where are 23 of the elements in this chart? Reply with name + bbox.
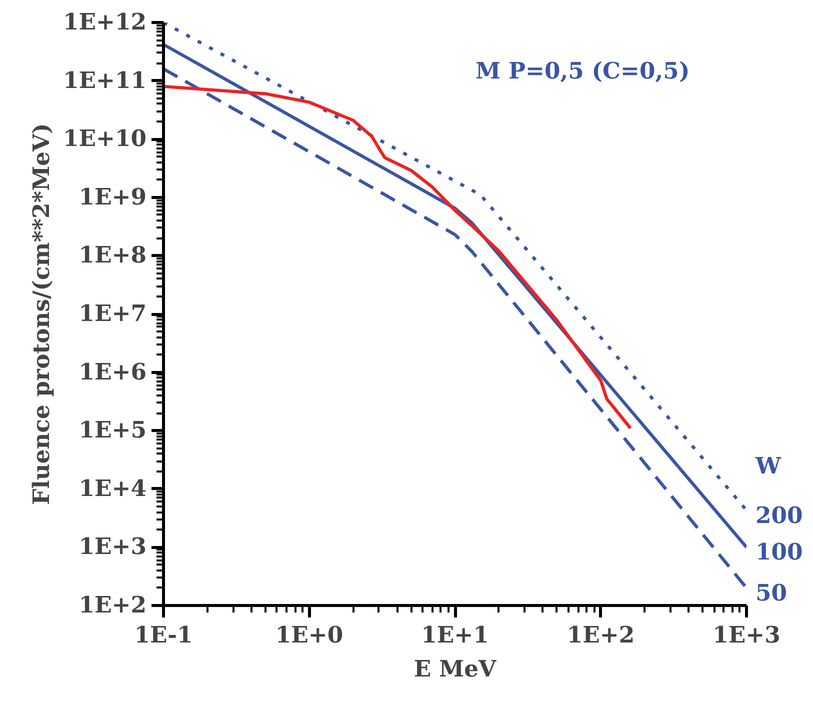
- x-tick-label: 1E+1: [421, 622, 489, 648]
- x-tick-label: 1E-1: [134, 622, 193, 648]
- text: W: [754, 454, 782, 480]
- y-tick-label: 1E+10: [62, 126, 146, 152]
- annotation: M P=0,5 (C=0,5): [476, 58, 690, 84]
- x-tick-label: 1E+2: [566, 622, 635, 648]
- y-axis-title: Fluence protons/(cm**2*MeV): [28, 123, 55, 505]
- y-tick-label: 1E+2: [78, 592, 146, 618]
- series-label: 200: [756, 502, 803, 529]
- y-tick-label: 1E+9: [78, 184, 146, 210]
- y-tick-label: 1E+5: [78, 418, 146, 444]
- y-tick-label: 1E+11: [62, 68, 146, 94]
- y-tick-label: 1E+3: [78, 534, 146, 560]
- x-axis-title: E MeV: [414, 656, 497, 682]
- y-tick-label: 1E+12: [62, 10, 146, 36]
- y-tick-label: 1E+4: [78, 476, 146, 502]
- y-tick-label: 1E+8: [78, 242, 146, 269]
- series-label: 50: [756, 580, 788, 606]
- y-tick-label: 1E+6: [78, 359, 146, 386]
- series-label: 100: [756, 540, 803, 566]
- x-tick-label: 1E+0: [275, 622, 344, 648]
- y-tick-label: 1E+7: [78, 301, 146, 327]
- x-tick-label: 1E+3: [712, 622, 780, 648]
